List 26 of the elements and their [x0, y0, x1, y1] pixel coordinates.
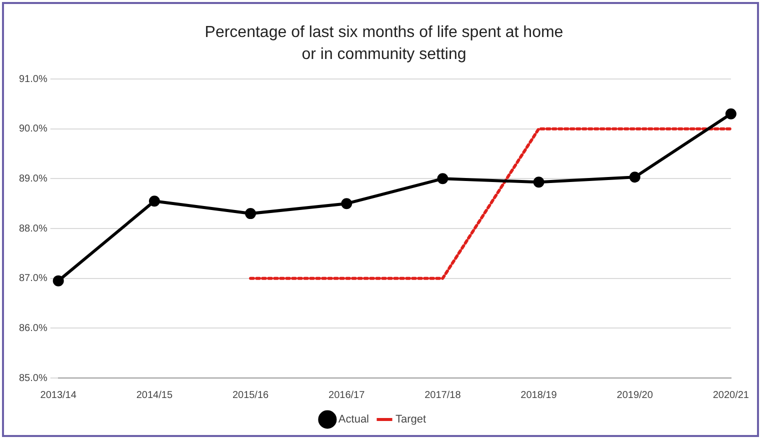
point [629, 172, 640, 183]
y-tick-label: 85.0% [18, 372, 48, 384]
x-tick-label: 2014/15 [136, 390, 173, 401]
y-tick-label: 88.0% [18, 223, 48, 234]
chart-title: Percentage of last six months of life spent at home or in community setting [204, 23, 564, 65]
x-tick-label: 2013/14 [40, 390, 77, 401]
x-tick-label: 2019/20 [616, 390, 654, 401]
y-tick-label: 90.0% [18, 124, 48, 135]
point [437, 173, 448, 184]
point [341, 198, 352, 210]
x-tick-label: 2015/16 [232, 390, 270, 401]
x-tick-label: 2020/21 [712, 390, 750, 401]
point [725, 108, 736, 120]
y-tick-label: 89.0% [18, 173, 48, 184]
y-tick-label: 91.0% [18, 74, 48, 85]
y-tick-label: 86.0% [18, 322, 48, 334]
x-tick-label: 2017/18 [424, 390, 462, 401]
legend-label: Target [396, 414, 426, 426]
x-tick-label: 2018/19 [520, 390, 558, 401]
point [533, 176, 544, 188]
point [245, 208, 256, 220]
point [148, 196, 160, 207]
y-tick-label: 87.0% [18, 273, 48, 284]
point [52, 275, 64, 286]
legend-label: Actual [338, 414, 370, 426]
x-tick-label: 2016/17 [328, 390, 366, 401]
